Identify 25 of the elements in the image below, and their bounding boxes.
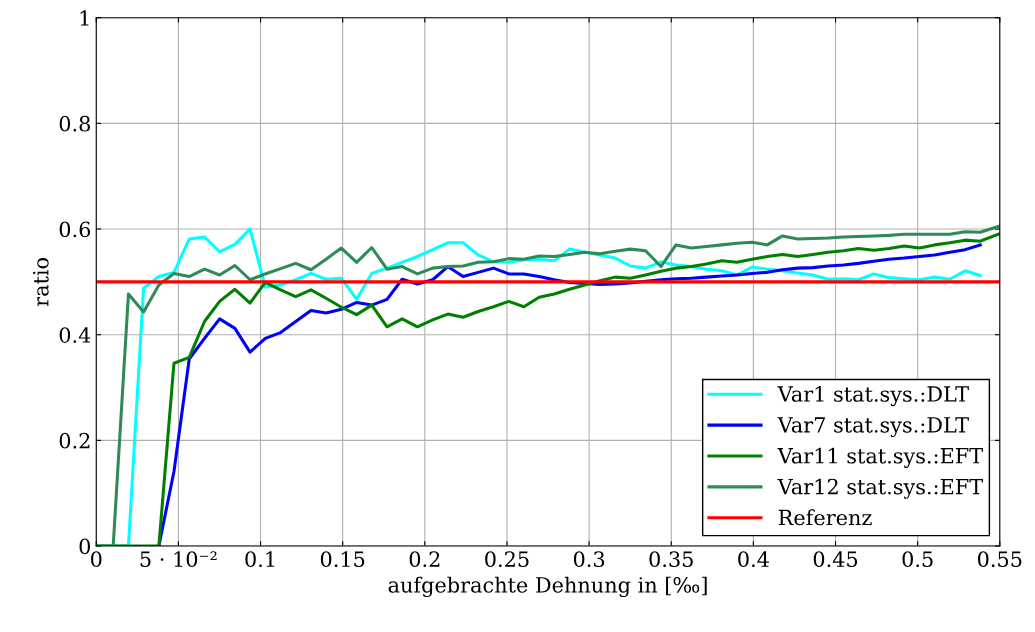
y-tick-label: 0.2 <box>59 432 90 449</box>
x-tick-label: 0.45 <box>813 551 858 568</box>
x-tick-label: 0.4 <box>738 551 769 568</box>
legend-label: Referenz <box>778 509 872 526</box>
y-tick-label: 0.6 <box>59 221 91 238</box>
y-tick-label: 0 <box>79 538 91 555</box>
x-tick-label: 0 <box>91 551 102 568</box>
x-tick-label: 0.3 <box>573 551 605 568</box>
legend-label: Var7 stat.sys.:DLT <box>777 417 969 438</box>
y-tick-label: 0.4 <box>59 327 91 343</box>
y-axis-title: ratio <box>33 257 49 307</box>
x-tick-label: 0.55 <box>977 551 1022 568</box>
legend-label: Var12 stat.sys.:EFT <box>777 478 983 499</box>
y-tick-label: 0.8 <box>59 115 90 132</box>
x-tick-label: 0.1 <box>245 551 275 568</box>
legend-label: Var11 stat.sys.:EFT <box>777 447 983 468</box>
x-tick-label: 0.5 <box>902 551 933 568</box>
y-tick-label: 1 <box>80 10 89 26</box>
x-tick-label: 0.2 <box>409 551 440 568</box>
x-tick-label: 0.15 <box>320 551 365 568</box>
x-tick-label: 0.35 <box>649 551 693 568</box>
legend-label: Var1 stat.sys.:DLT <box>777 386 969 407</box>
x-tick-label: 0.25 <box>485 551 529 568</box>
x-axis-title: aufgebrachte Dehnung in [‰] <box>388 576 707 598</box>
x-tick-label: 5 · 10⁻² <box>140 551 217 568</box>
